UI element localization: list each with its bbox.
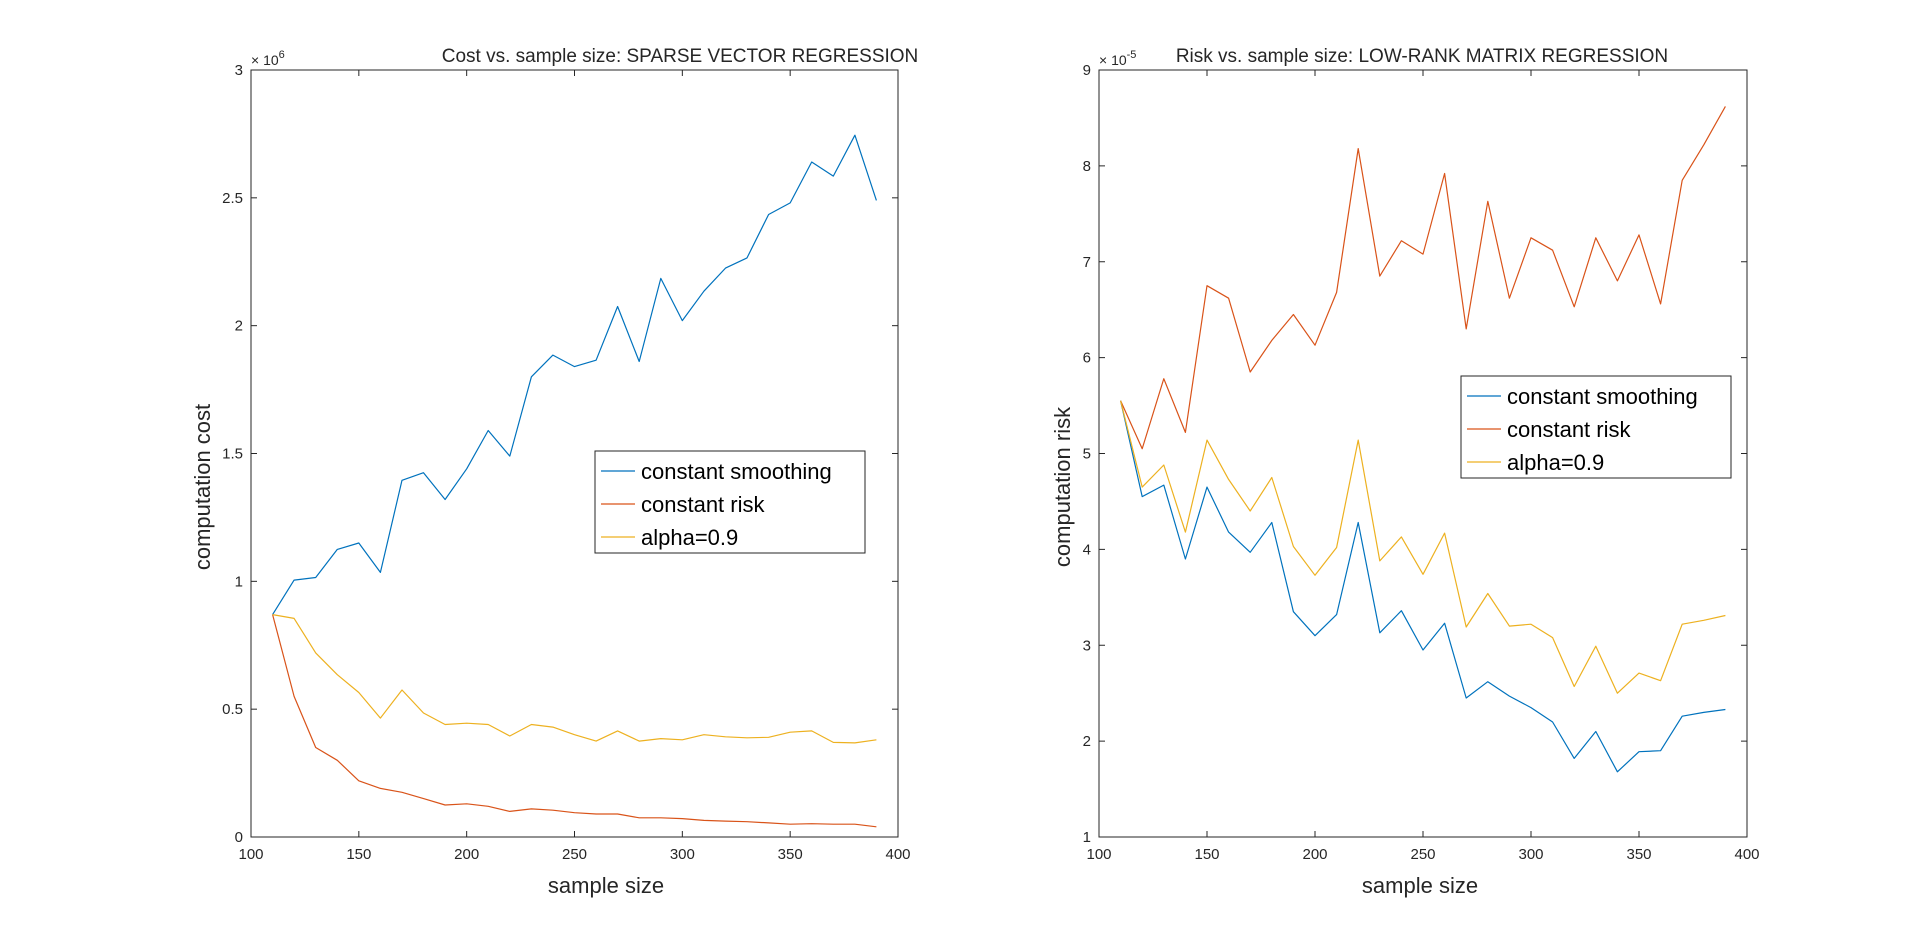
y-tick-label: 1.5 — [222, 446, 243, 463]
legend-label: constant smoothing — [1507, 384, 1698, 409]
chart-cost-sparse-vector: Cost vs. sample size: SPARSE VECTOR REGR… — [190, 46, 918, 898]
legend: constant smoothing constant risk alpha=0.9 — [594, 450, 866, 554]
series-line-constant-smoothing — [1120, 400, 1726, 773]
x-tick-label: 350 — [1626, 846, 1651, 863]
legend-box — [1460, 375, 1732, 479]
x-tick-label: 150 — [1194, 846, 1219, 863]
x-tick-label: 300 — [670, 846, 695, 863]
chart-title: Cost vs. sample size: SPARSE VECTOR REGR… — [442, 46, 919, 67]
legend-label: constant risk — [1507, 417, 1631, 442]
y-axis-title: computation cost — [190, 404, 215, 570]
chart-title: Risk vs. sample size: LOW-RANK MATRIX RE… — [1176, 46, 1668, 67]
y-tick-label: 3 — [235, 62, 243, 79]
chart-risk-low-rank-matrix: Risk vs. sample size: LOW-RANK MATRIX RE… — [1050, 46, 1760, 898]
y-tick-label: 3 — [1083, 637, 1091, 654]
y-tick-label: 7 — [1083, 254, 1091, 271]
y-tick-label: 9 — [1083, 62, 1091, 79]
y-exponent-label: × 10-5 — [1099, 49, 1136, 68]
y-tick-label: 5 — [1083, 446, 1091, 463]
x-tick-label: 200 — [454, 846, 479, 863]
x-axis-title: sample size — [548, 873, 664, 898]
y-tick-label: 0 — [235, 829, 243, 846]
y-tick-label: 1 — [235, 573, 243, 590]
x-tick-label: 100 — [1086, 846, 1111, 863]
y-tick-label: 4 — [1083, 541, 1091, 558]
legend-label: constant smoothing — [641, 459, 832, 484]
legend: constant smoothing constant risk alpha=0.9 — [1460, 375, 1732, 479]
plot-area: 100 150 200 250 300 350 400 1 2 3 4 5 6 7 8 9 constant s… — [1083, 62, 1760, 863]
legend-label: constant risk — [641, 492, 765, 517]
x-tick-label: 400 — [885, 846, 910, 863]
y-tick-label: 2 — [235, 318, 243, 335]
series-line-constant-smoothing — [272, 134, 877, 615]
legend-label: alpha=0.9 — [641, 525, 738, 550]
x-tick-label: 150 — [346, 846, 371, 863]
x-tick-label: 200 — [1302, 846, 1327, 863]
y-exponent-label: × 106 — [251, 49, 285, 68]
x-tick-label: 400 — [1734, 846, 1759, 863]
y-axis-title: computation risk — [1050, 406, 1075, 567]
y-tick-label: 0.5 — [222, 701, 243, 718]
x-tick-label: 350 — [778, 846, 803, 863]
x-tick-label: 250 — [562, 846, 587, 863]
plot-area: 100 150 200 250 300 350 400 0 0.5 1 1.5 2 2.5 3 consta… — [222, 62, 910, 863]
y-tick-label: 8 — [1083, 158, 1091, 175]
x-tick-label: 250 — [1410, 846, 1435, 863]
series-line-alpha-0-9 — [1120, 400, 1726, 694]
legend-box — [594, 450, 866, 554]
y-tick-label: 1 — [1083, 829, 1091, 846]
series-line-constant-risk — [272, 614, 877, 828]
x-tick-label: 100 — [238, 846, 263, 863]
legend-label: alpha=0.9 — [1507, 450, 1604, 475]
y-tick-label: 2.5 — [222, 190, 243, 207]
y-tick-label: 2 — [1083, 733, 1091, 750]
y-tick-label: 6 — [1083, 350, 1091, 367]
x-tick-label: 300 — [1518, 846, 1543, 863]
series-line-alpha-0-9 — [272, 614, 877, 744]
x-axis-title: sample size — [1362, 873, 1478, 898]
series-line-constant-risk — [1120, 106, 1726, 450]
